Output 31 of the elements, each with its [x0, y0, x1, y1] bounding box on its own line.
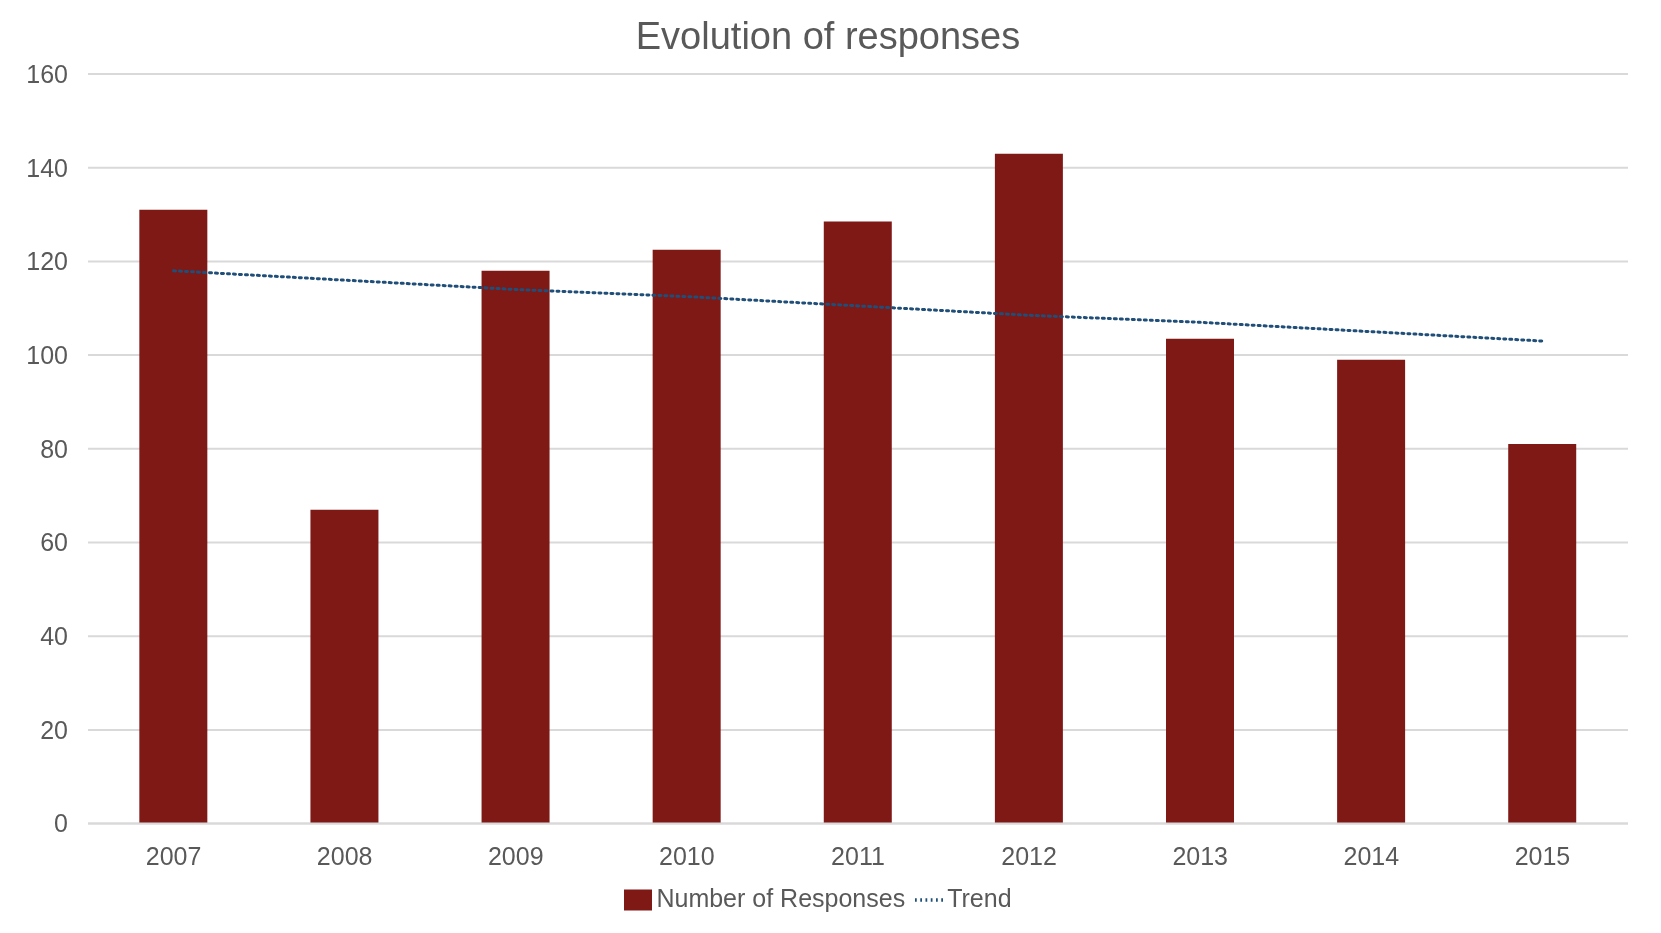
x-tick-label: 2007: [145, 842, 202, 871]
y-tick-label: 60: [40, 528, 68, 557]
y-tick-label: 40: [40, 622, 68, 651]
bar: [1337, 359, 1406, 824]
bar: [139, 209, 208, 824]
y-tick-label: 120: [26, 247, 68, 276]
legend-label: Number of Responses: [656, 883, 906, 912]
y-tick-label: 160: [26, 59, 68, 88]
x-tick-label: 2008: [316, 842, 373, 871]
bar: [481, 270, 550, 824]
x-tick-label: 2009: [487, 842, 544, 871]
x-tick-label: 2012: [1001, 842, 1057, 871]
y-tick-label: 0: [54, 809, 68, 838]
bar: [1508, 444, 1577, 824]
bar: [994, 153, 1063, 824]
line-series: [172, 269, 1544, 343]
x-tick-label: 2011: [831, 842, 885, 871]
x-tick-label: 2015: [1514, 842, 1571, 871]
chart-title: Evolution of responses: [635, 15, 1021, 57]
x-tick-label: 2013: [1172, 842, 1229, 871]
y-tick-label: 20: [40, 715, 68, 744]
bar: [1166, 338, 1234, 824]
x-tick-label: 2010: [659, 842, 715, 871]
y-tick-label: 140: [26, 153, 68, 182]
bar: [310, 509, 379, 824]
bar: [823, 221, 892, 824]
y-tick-label: 100: [26, 340, 68, 369]
bar: [652, 249, 721, 824]
x-tick-label: 2014: [1343, 842, 1400, 871]
y-tick-label: 80: [40, 434, 68, 463]
legend-label: Trend: [947, 883, 1012, 912]
